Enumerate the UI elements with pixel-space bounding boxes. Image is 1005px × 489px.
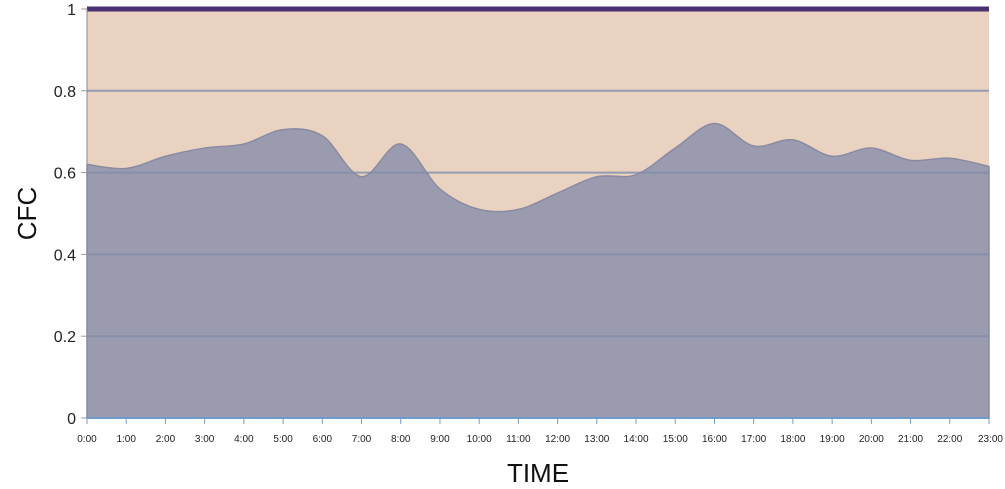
x-axis-ticks: 0:00 1:00 2:00 3:00 4:00 5:00 6:00 7:00 8:00 9:00… [77, 418, 1003, 445]
x-tick-label: 14:00 [624, 434, 649, 445]
x-tick-label: 15:00 [663, 434, 688, 445]
y-tick-label: 0.4 [54, 247, 76, 264]
x-tick-label: 6:00 [313, 434, 333, 445]
x-tick-label: 23:00 [978, 434, 1003, 445]
x-axis-title: TIME [507, 458, 569, 488]
cfc-area [86, 122, 990, 419]
x-tick-label: 9:00 [430, 434, 450, 445]
y-tick-label: 0.8 [54, 84, 76, 101]
x-tick-label: 22:00 [937, 434, 962, 445]
x-tick-label: 5:00 [273, 434, 293, 445]
y-tick-label: 1 [67, 2, 76, 19]
x-tick-label: 1:00 [116, 434, 136, 445]
x-tick-label: 11:00 [506, 434, 531, 445]
x-tick-label: 12:00 [545, 434, 570, 445]
x-tick-label: 7:00 [352, 434, 372, 445]
x-tick-label: 20:00 [859, 434, 884, 445]
y-tick-label: 0.2 [54, 329, 76, 346]
y-tick-label: 0 [67, 411, 76, 428]
y-axis-title: CFC [12, 187, 42, 240]
x-tick-label: 4:00 [234, 434, 254, 445]
x-tick-label: 19:00 [820, 434, 845, 445]
y-tick-label: 0.6 [54, 166, 76, 183]
x-tick-label: 17:00 [741, 434, 766, 445]
x-tick-label: 10:00 [467, 434, 492, 445]
x-tick-label: 18:00 [780, 434, 805, 445]
x-tick-label: 3:00 [195, 434, 215, 445]
x-tick-label: 13:00 [584, 434, 609, 445]
x-tick-label: 0:00 [77, 434, 97, 445]
x-tick-label: 8:00 [391, 434, 411, 445]
x-tick-label: 16:00 [702, 434, 727, 445]
x-tick-label: 21:00 [898, 434, 923, 445]
y-axis-ticks: 0 0.2 0.4 0.6 0.8 1 [54, 2, 87, 428]
x-tick-label: 2:00 [156, 434, 176, 445]
